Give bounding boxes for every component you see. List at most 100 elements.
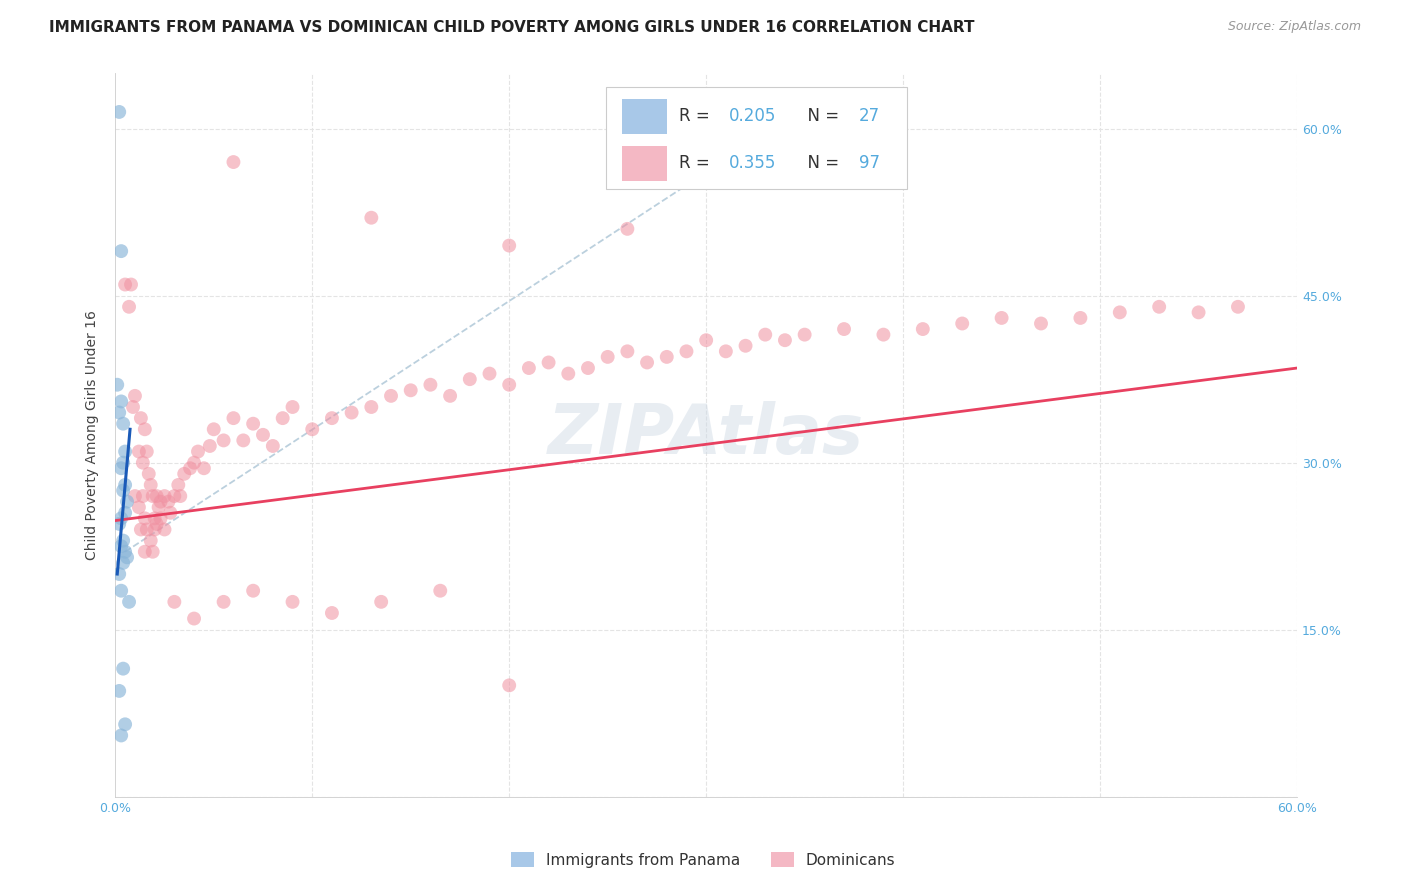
Point <box>105 377 128 392</box>
Point <box>262 439 284 453</box>
Point <box>138 467 160 481</box>
Point <box>222 411 245 425</box>
Point <box>143 523 166 537</box>
Point <box>124 389 146 403</box>
Point <box>252 427 274 442</box>
Point <box>321 411 343 425</box>
Point <box>193 461 215 475</box>
Point <box>734 339 756 353</box>
Point <box>281 595 304 609</box>
Point <box>950 317 973 331</box>
Point <box>148 500 170 515</box>
Point <box>129 411 152 425</box>
Point <box>112 417 135 431</box>
Point <box>120 277 142 292</box>
Point <box>872 327 894 342</box>
Point <box>110 729 132 743</box>
Point <box>108 105 131 120</box>
Point <box>179 461 201 475</box>
Point <box>498 678 520 692</box>
Point <box>142 545 165 559</box>
Point <box>139 478 162 492</box>
Point <box>616 344 638 359</box>
Point <box>112 533 135 548</box>
Point <box>167 478 190 492</box>
Bar <box>623 146 668 181</box>
Point <box>222 155 245 169</box>
Point <box>110 394 132 409</box>
Text: 27: 27 <box>859 107 880 126</box>
Point <box>1069 310 1091 325</box>
Point <box>115 550 138 565</box>
Point <box>773 333 796 347</box>
Point <box>110 539 132 553</box>
Point <box>112 556 135 570</box>
Point <box>429 583 451 598</box>
Point <box>112 456 135 470</box>
Point <box>517 361 540 376</box>
Point <box>675 344 697 359</box>
Point <box>135 444 157 458</box>
Point <box>419 377 441 392</box>
Point <box>128 444 150 458</box>
Point <box>380 389 402 403</box>
Point <box>114 277 136 292</box>
Point <box>198 439 221 453</box>
Text: 0.205: 0.205 <box>728 107 776 126</box>
Text: 97: 97 <box>859 154 880 172</box>
Point <box>360 211 382 225</box>
Point <box>458 372 481 386</box>
Point <box>321 606 343 620</box>
Text: R =: R = <box>679 107 716 126</box>
Point <box>281 400 304 414</box>
Point <box>183 611 205 625</box>
Point <box>187 444 209 458</box>
Point <box>110 244 132 259</box>
Text: IMMIGRANTS FROM PANAMA VS DOMINICAN CHILD POVERTY AMONG GIRLS UNDER 16 CORRELATI: IMMIGRANTS FROM PANAMA VS DOMINICAN CHIL… <box>49 20 974 35</box>
Point <box>115 494 138 508</box>
Point <box>142 489 165 503</box>
Point <box>108 406 131 420</box>
FancyBboxPatch shape <box>606 87 907 189</box>
Bar <box>623 99 668 134</box>
Point <box>110 461 132 475</box>
Point <box>114 717 136 731</box>
Text: R =: R = <box>679 154 716 172</box>
Point <box>108 567 131 582</box>
Point <box>135 523 157 537</box>
Point <box>163 595 186 609</box>
Point <box>242 417 264 431</box>
Point <box>153 523 176 537</box>
Point <box>616 222 638 236</box>
Point <box>128 500 150 515</box>
Point <box>576 361 599 376</box>
Point <box>110 511 132 525</box>
Point <box>173 467 195 481</box>
Point <box>149 494 172 508</box>
Point <box>143 511 166 525</box>
Point <box>118 595 141 609</box>
Point <box>212 434 235 448</box>
Point <box>110 583 132 598</box>
Point <box>655 350 678 364</box>
Point <box>754 327 776 342</box>
Point <box>360 400 382 414</box>
Point <box>129 523 152 537</box>
Point <box>537 355 560 369</box>
Point <box>1226 300 1249 314</box>
Point <box>695 333 717 347</box>
Text: N =: N = <box>797 154 845 172</box>
Point <box>122 400 145 414</box>
Point <box>145 489 167 503</box>
Point <box>271 411 294 425</box>
Point <box>498 238 520 252</box>
Point <box>183 456 205 470</box>
Point <box>114 478 136 492</box>
Point <box>139 533 162 548</box>
Point <box>636 355 658 369</box>
Text: ZIPAtlas: ZIPAtlas <box>548 401 865 468</box>
Point <box>153 489 176 503</box>
Point <box>202 422 225 436</box>
Point <box>112 662 135 676</box>
Point <box>478 367 501 381</box>
